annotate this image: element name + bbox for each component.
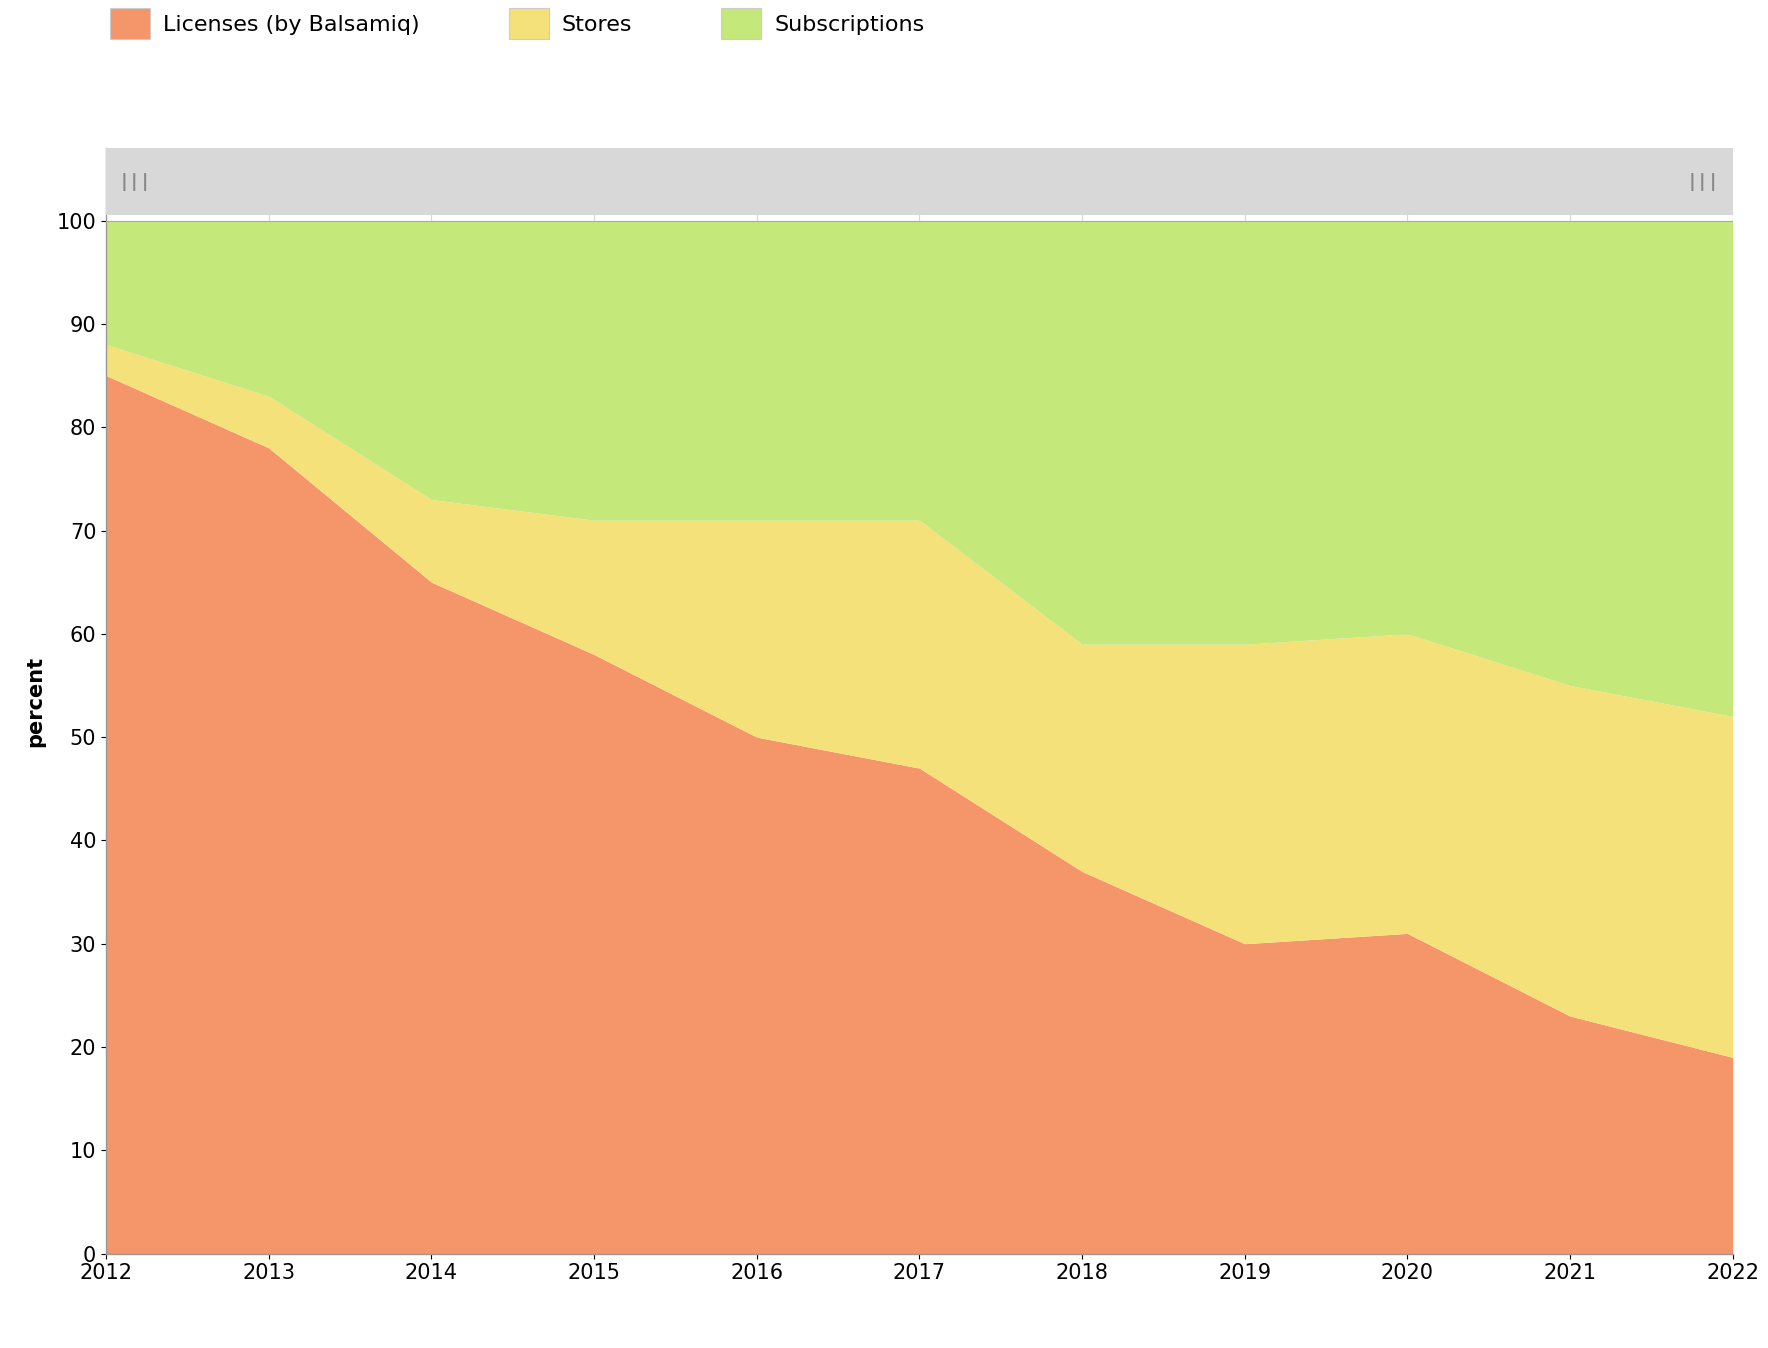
Text: |||: ||| <box>118 173 152 191</box>
Y-axis label: percent: percent <box>25 655 46 747</box>
Legend: Licenses (by Balsamiq), Stores, Subscriptions: Licenses (by Balsamiq), Stores, Subscrip… <box>101 0 934 49</box>
Text: |||: ||| <box>1687 173 1720 191</box>
Bar <box>106 148 1733 216</box>
